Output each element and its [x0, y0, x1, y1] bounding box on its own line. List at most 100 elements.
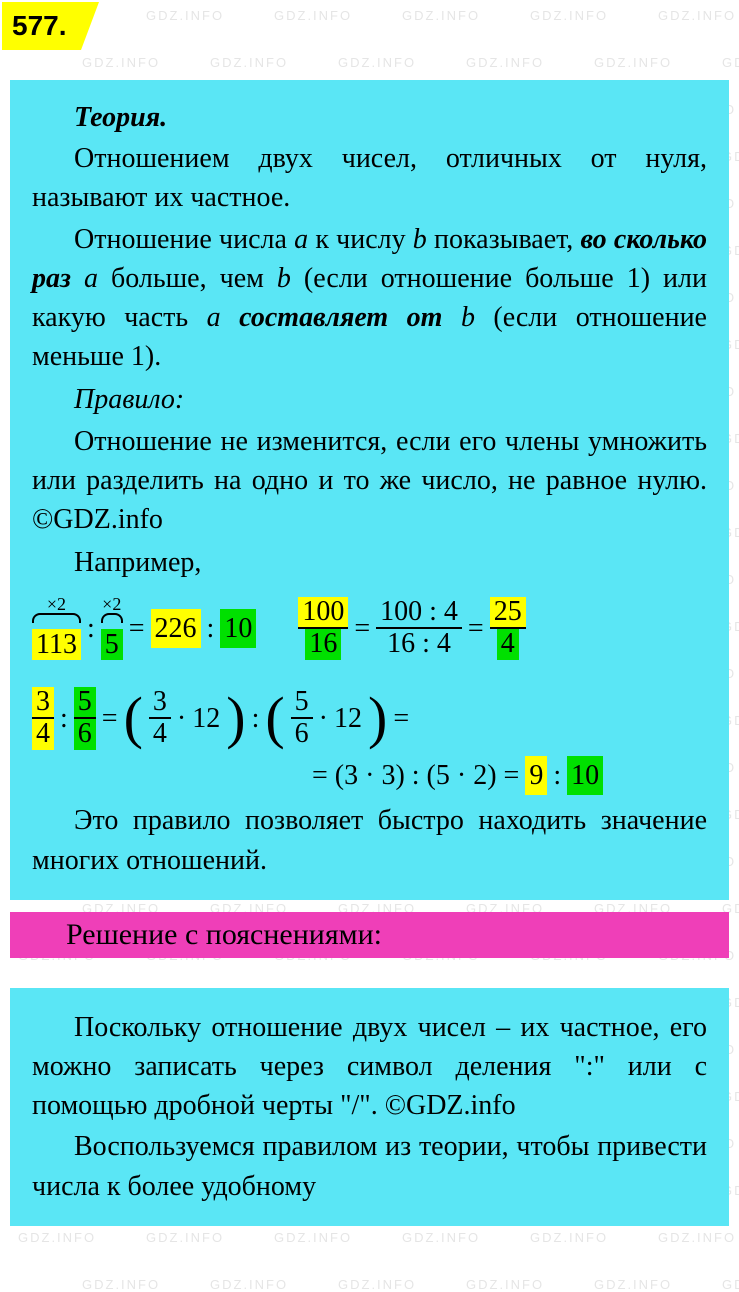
watermark-text: GDZ.INFO: [466, 55, 544, 70]
dot-operator: ·: [319, 699, 328, 738]
fraction-numerator: 3: [149, 687, 171, 720]
watermark-text: GDZ.INFO: [658, 1230, 736, 1245]
highlighted-number: 10: [220, 609, 256, 648]
text-fragment: [71, 263, 84, 294]
text-fragment: Отношение числа: [74, 224, 294, 255]
colon-operator: :: [60, 699, 68, 738]
variable-a: a: [207, 302, 221, 333]
fraction-5-6-b: 5 6: [291, 687, 313, 751]
math-text: = (3 · 3) : (5 · 2) =: [312, 756, 519, 795]
watermark-text: GDZ.INFO: [146, 1230, 224, 1245]
watermark-text: GDZ.INFO: [594, 55, 672, 70]
watermark-text: GDZ.INFO: [338, 1277, 416, 1292]
fraction-numerator: 100 : 4: [376, 597, 462, 630]
right-paren: ): [368, 695, 387, 741]
watermark-text: GDZ.INFO: [210, 55, 288, 70]
variable-b: b: [413, 224, 427, 255]
fraction-numerator: 25: [490, 597, 526, 630]
equals-operator: =: [354, 609, 370, 648]
equals-operator: =: [102, 699, 118, 738]
rule-text: Отношение не изменится, если его члены у…: [32, 422, 707, 540]
colon-operator: :: [87, 609, 95, 648]
watermark-text: GDZ.INFO: [18, 1230, 96, 1245]
watermark-text: GDZ.INFO: [82, 1277, 160, 1292]
colon-operator: :: [207, 609, 215, 648]
theory-paragraph-1: Отношением двух чисел, отличных от нуля,…: [32, 139, 707, 217]
multiplier: 12: [192, 699, 220, 738]
text-fragment: к числу: [308, 224, 413, 255]
fraction-denominator: 16: [305, 629, 341, 660]
text-fragment: больше, чем: [98, 263, 277, 294]
watermark-text: GDZ.INFO: [402, 8, 480, 23]
highlighted-number: 113: [32, 629, 81, 660]
watermark-text: GDZ.INFO: [402, 1230, 480, 1245]
right-paren: ): [226, 695, 245, 741]
watermark-text: GDZ.INFO: [466, 1277, 544, 1292]
fraction-numerator: 3: [32, 687, 54, 720]
equals-operator: =: [468, 609, 484, 648]
colon-operator: :: [252, 699, 260, 738]
watermark-text: GDZ.INFO: [210, 1277, 288, 1292]
rule-label: Правило:: [74, 380, 707, 419]
fraction-numerator: 5: [74, 687, 96, 720]
problem-number: 577.: [12, 10, 67, 41]
math-example-row-2: 3 4 : 5 6 = ( 3 4 · 12 ) : ( 5 6 · 12 ) …: [32, 687, 707, 751]
theory-title: Теория.: [74, 98, 707, 137]
watermark-text: GDZ.INFO: [274, 8, 352, 23]
theory-section: Теория. Отношением двух чисел, отличных …: [10, 80, 729, 900]
fraction-div4: 100 : 4 16 : 4: [376, 597, 462, 661]
watermark-text: GDZ.INFO: [722, 1277, 739, 1292]
fraction-3-4-b: 3 4: [149, 687, 171, 751]
variable-a: a: [84, 263, 98, 294]
problem-number-badge: 577.: [2, 2, 81, 50]
equals-operator: =: [129, 609, 145, 648]
overbrace-5: ×2 5: [101, 592, 123, 664]
watermark-text: GDZ.INFO: [530, 1230, 608, 1245]
fraction-denominator: 4: [149, 719, 171, 750]
overbrace-113: ×2 113: [32, 592, 81, 664]
watermark-text: GDZ.INFO: [594, 1277, 672, 1292]
left-paren: (: [124, 695, 143, 741]
left-paren: (: [265, 695, 284, 741]
theory-paragraph-2: Отношение числа a к числу b показывает, …: [32, 220, 707, 377]
overbrace-label: ×2: [101, 592, 123, 617]
fraction-denominator: 4: [497, 629, 519, 660]
text-fragment: показывает,: [427, 224, 581, 255]
solution-header-text: Решение с пояснениями:: [66, 918, 382, 951]
solution-section: Поскольку отношение двух чисел – их част…: [10, 988, 729, 1226]
fraction-numerator: 5: [291, 687, 313, 720]
emphasis-bold: составляет от: [239, 302, 442, 333]
solution-paragraph-1: Поскольку отношение двух чисел – их част…: [32, 1008, 707, 1126]
math-example-row-2b: = (3 · 3) : (5 · 2) = 9 : 10: [312, 756, 707, 795]
math-example-row-1: ×2 113 : ×2 5 = 226 : 10 100 16 = 100 : …: [32, 592, 707, 664]
highlighted-number: 10: [567, 756, 603, 795]
watermark-text: GDZ.INFO: [722, 55, 739, 70]
watermark-text: GDZ.INFO: [146, 8, 224, 23]
highlighted-number: 5: [101, 629, 123, 660]
watermark-text: GDZ.INFO: [530, 8, 608, 23]
solution-header: Решение с пояснениями:: [10, 912, 729, 958]
watermark-text: GDZ.INFO: [338, 55, 416, 70]
fraction-3-4: 3 4: [32, 687, 54, 751]
variable-a: a: [294, 224, 308, 255]
solution-paragraph-2: Воспользуемся правилом из теории, чтобы …: [32, 1127, 707, 1205]
watermark-text: GDZ.INFO: [658, 8, 736, 23]
watermark-text: GDZ.INFO: [274, 1230, 352, 1245]
equals-operator: =: [393, 699, 409, 738]
watermark-text: GDZ.INFO: [82, 55, 160, 70]
multiplier: 12: [334, 699, 362, 738]
variable-b: b: [277, 263, 291, 294]
fraction-denominator: 4: [32, 719, 54, 750]
fraction-denominator: 6: [74, 719, 96, 750]
fraction-numerator: 100: [298, 597, 348, 630]
theory-closing: Это правило позволяет быстро находить зн…: [32, 801, 707, 879]
fraction-denominator: 6: [291, 719, 313, 750]
highlighted-number: 9: [525, 756, 547, 795]
fraction-100-16: 100 16: [298, 597, 348, 661]
fraction-25-4: 25 4: [490, 597, 526, 661]
colon-operator: :: [553, 756, 561, 795]
dot-operator: ·: [177, 699, 186, 738]
fraction-denominator: 16 : 4: [383, 629, 455, 660]
highlighted-number: 226: [151, 609, 201, 648]
variable-b: b: [461, 302, 475, 333]
